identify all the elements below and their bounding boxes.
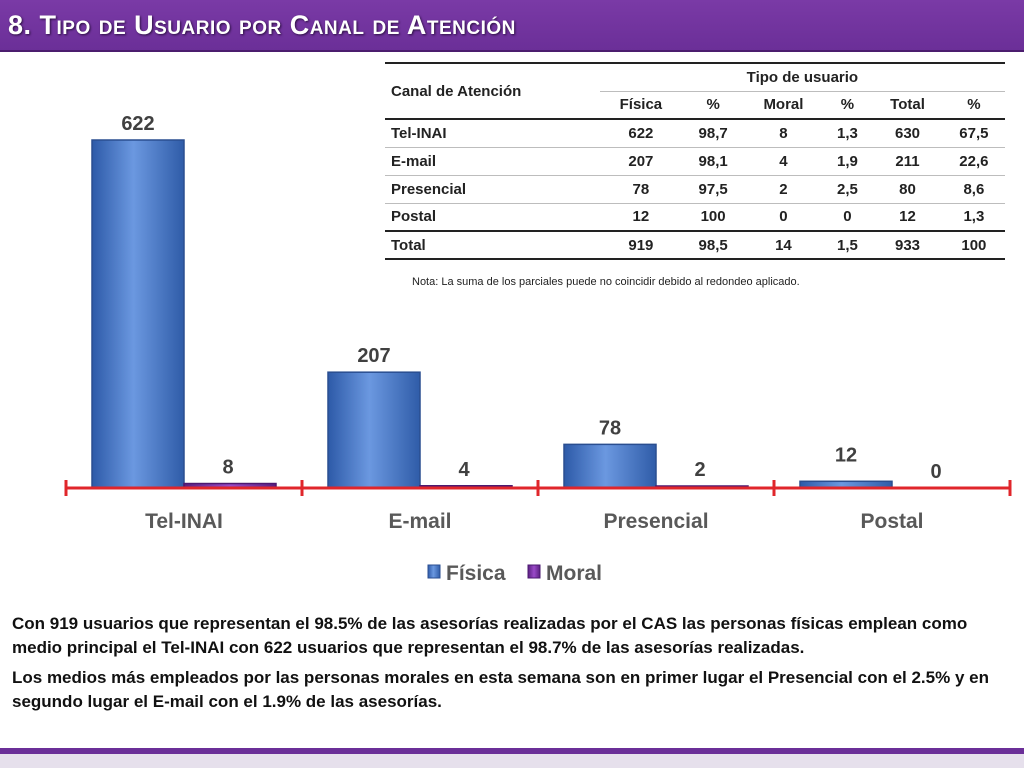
cell: 100 [942,230,1005,260]
table-note: Nota: La suma de los parciales puede no … [412,276,800,288]
cell: 4 [744,147,823,176]
table-row: Presencial 78 97,5 2 2,5 80 8,6 [385,175,1005,204]
cell: 1,9 [822,147,873,176]
page-title: 8. Tipo de Usuario por Canal de Atención [8,10,516,40]
cell: 622 [599,119,683,148]
bar-fisica-presencial [563,443,657,489]
cell: 98,5 [682,230,745,260]
bar-fisica-tel-inai [91,139,185,489]
bar-chart: 6228Tel-INAI2074E-mail782Presencial120Po… [64,113,1012,585]
col-header: % [682,91,745,120]
cell: 0 [822,203,873,232]
cell: 97,5 [682,175,745,204]
legend-label: Moral [546,562,602,585]
cell: 78 [599,175,683,204]
cell: 8,6 [942,175,1005,204]
title-bar: 8. Tipo de Usuario por Canal de Atención [0,0,1024,52]
row-name: Tel-INAI [385,119,600,148]
cell: 2 [744,175,823,204]
data-label: 622 [121,113,154,135]
cell: 98,1 [682,147,745,176]
footer-bar [0,748,1024,754]
table-header-canal: Canal de Atención [385,62,600,120]
cell: 1,3 [942,203,1005,232]
footer-strip [0,748,1024,768]
table-row: Postal 12 100 0 0 12 1,3 [385,203,1005,232]
data-label: 0 [930,461,941,483]
cell: 8 [744,119,823,148]
col-header: % [822,91,873,120]
cell: 12 [872,203,943,232]
table-row: Tel-INAI 622 98,7 8 1,3 630 67,5 [385,119,1005,148]
legend-swatch-fisica [427,564,441,579]
cell: 12 [599,203,683,232]
cell: 80 [872,175,943,204]
row-name: E-mail [385,147,600,176]
cell: 100 [682,203,745,232]
cell: 14 [744,230,823,260]
bar-fisica-e-mail [327,371,421,489]
cell: 1,3 [822,119,873,148]
cell: 919 [599,230,683,260]
data-label: 8 [222,457,233,479]
category-label: Postal [860,510,923,533]
data-label: 4 [458,459,470,481]
category-label: Tel-INAI [145,510,223,533]
category-label: E-mail [388,510,451,533]
category-label: Presencial [603,510,708,533]
col-header: Total [872,91,943,120]
data-label: 78 [599,417,621,439]
cell: 98,7 [682,119,745,148]
row-name: Total [385,230,600,260]
cell: 630 [872,119,943,148]
paragraph: Con 919 usuarios que representan el 98.5… [12,614,968,657]
data-label: 207 [357,345,390,367]
data-label: 12 [835,444,857,466]
cell: 0 [744,203,823,232]
paragraph: Los medios más empleados por las persona… [12,668,989,711]
row-name: Postal [385,203,600,232]
col-header: % [942,91,1005,120]
table-header-group: Tipo de usuario [599,62,1005,92]
cell: 207 [599,147,683,176]
data-table: Canal de Atención Tipo de usuario Física… [385,62,1005,260]
cell: 933 [872,230,943,260]
col-header: Moral [744,91,823,120]
legend-label: Física [446,562,506,585]
cell: 67,5 [942,119,1005,148]
cell: 22,6 [942,147,1005,176]
cell: 211 [872,147,943,176]
cell: 1,5 [822,230,873,260]
row-name: Presencial [385,175,600,204]
table-total-row: Total 919 98,5 14 1,5 933 100 [385,230,1005,260]
data-label: 2 [694,459,705,481]
col-header: Física [599,91,683,120]
description: Con 919 usuarios que representan el 98.5… [12,612,1012,720]
cell: 2,5 [822,175,873,204]
legend-swatch-moral [527,564,541,579]
table-row: E-mail 207 98,1 4 1,9 211 22,6 [385,147,1005,176]
